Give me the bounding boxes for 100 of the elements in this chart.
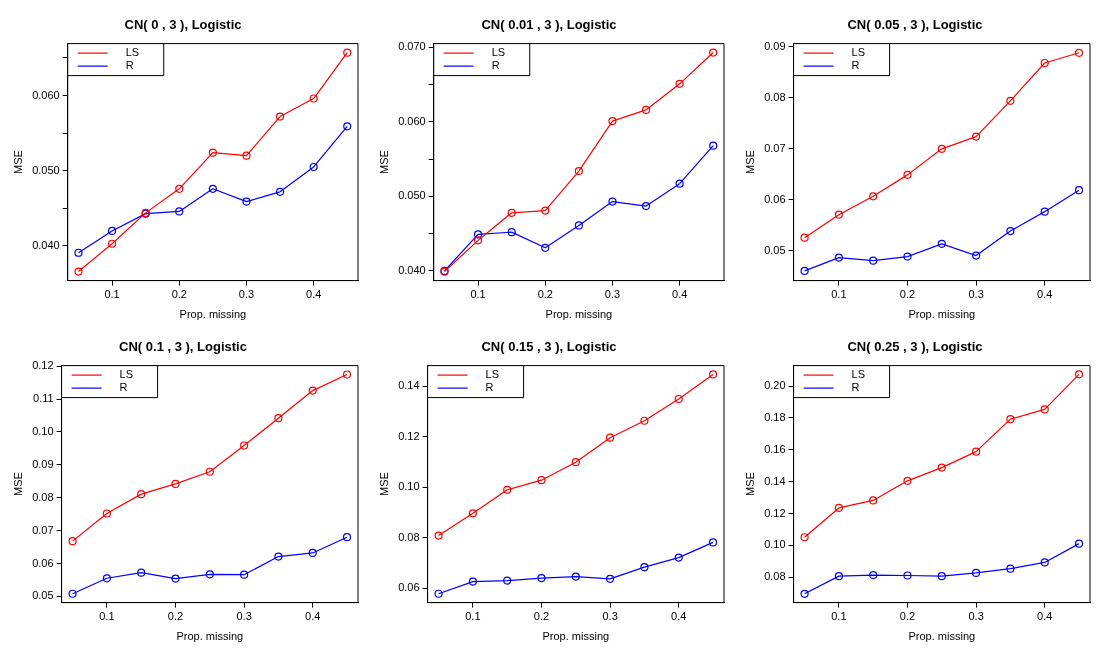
point [175, 184, 184, 193]
y-tick-label: 0.040 [32, 239, 60, 252]
point [1040, 207, 1049, 216]
point [641, 105, 651, 115]
point [102, 509, 111, 518]
point [972, 447, 981, 456]
point [208, 184, 217, 193]
point [137, 490, 146, 499]
x-tick-label: 0.4 [305, 610, 321, 623]
x-tick-label: 0.4 [1037, 288, 1053, 301]
y-tick-label: 0.06 [32, 556, 54, 569]
x-tick-label: 0.2 [537, 288, 553, 301]
legend-label: R [485, 381, 494, 394]
point [434, 589, 443, 598]
point [242, 151, 251, 160]
y-tick-label: 0.09 [764, 39, 786, 52]
point [343, 48, 352, 57]
point [869, 570, 878, 580]
y-tick-label: 0.18 [764, 410, 786, 423]
point [571, 572, 580, 581]
x-tick-label: 0.2 [171, 288, 187, 301]
point [541, 243, 550, 252]
y-tick-label: 0.14 [764, 474, 786, 487]
x-axis-title: Prop. missing [908, 630, 976, 643]
point [507, 228, 516, 237]
y-tick-label: 0.12 [398, 429, 420, 442]
legend-label: LS [851, 368, 866, 381]
point [709, 141, 718, 150]
x-tick-label: 0.4 [1037, 610, 1053, 623]
legend-label: LS [485, 368, 500, 381]
y-tick-label: 0.08 [398, 530, 420, 543]
point [937, 239, 946, 248]
point [869, 256, 878, 265]
x-tick-label: 0.3 [968, 288, 984, 301]
point [274, 552, 283, 561]
legend-label: LS [119, 368, 134, 381]
y-tick-label: 0.10 [764, 538, 786, 551]
point [468, 509, 477, 518]
y-tick-label: 0.050 [398, 189, 426, 202]
point [674, 553, 683, 562]
point [1074, 539, 1084, 548]
point [309, 162, 318, 172]
point [834, 572, 843, 581]
legend-label: R [119, 381, 128, 394]
point [275, 112, 285, 121]
x-tick-label: 0.2 [899, 288, 916, 301]
point [708, 538, 718, 547]
x-axis-title: Prop. missing [542, 630, 610, 643]
chart-title: CN( 0.01 , 3 ), Logistic [481, 17, 617, 33]
y-tick-label: 0.06 [764, 192, 786, 205]
point [503, 485, 512, 494]
point [608, 197, 617, 206]
point [175, 207, 184, 216]
y-axis-title: MSE [11, 472, 24, 497]
point [1074, 186, 1084, 195]
y-axis-title: MSE [743, 150, 756, 175]
point [1040, 558, 1049, 567]
point [1006, 415, 1015, 424]
x-tick-label: 0.4 [306, 288, 322, 301]
x-tick-label: 0.2 [533, 610, 550, 623]
y-tick-label: 0.05 [764, 244, 786, 257]
y-tick-label: 0.06 [398, 581, 420, 594]
point [709, 48, 718, 57]
y-tick-label: 0.05 [32, 589, 54, 602]
legend-label: LS [851, 46, 866, 59]
y-tick-label: 0.12 [32, 359, 54, 372]
point [343, 122, 352, 131]
point [641, 201, 651, 211]
point [107, 226, 117, 236]
point [675, 179, 684, 188]
point [1006, 226, 1015, 236]
point [1006, 564, 1015, 573]
chart-title: CN( 0.25 , 3 ), Logistic [847, 339, 983, 355]
point [574, 166, 583, 176]
point [606, 574, 615, 583]
y-tick-label: 0.12 [764, 506, 786, 519]
point [342, 370, 352, 379]
point [1074, 370, 1084, 379]
point [171, 574, 180, 583]
point [640, 563, 649, 572]
point [903, 476, 912, 485]
legend-label: LS [491, 46, 506, 59]
legend-label: R [125, 59, 134, 72]
y-tick-label: 0.08 [764, 570, 786, 583]
y-tick-label: 0.08 [32, 490, 54, 503]
x-axis-title: Prop. missing [545, 308, 613, 321]
point [537, 476, 546, 485]
legend-label: LS [125, 46, 140, 59]
y-axis-title: MSE [377, 150, 390, 175]
point [800, 233, 809, 242]
point [541, 206, 550, 215]
point [674, 394, 683, 404]
y-tick-label: 0.10 [32, 425, 54, 438]
point [1040, 58, 1049, 68]
point [205, 467, 214, 476]
point [1006, 96, 1015, 105]
point [242, 197, 251, 206]
point [606, 433, 615, 442]
point [275, 187, 285, 196]
point [468, 577, 477, 586]
